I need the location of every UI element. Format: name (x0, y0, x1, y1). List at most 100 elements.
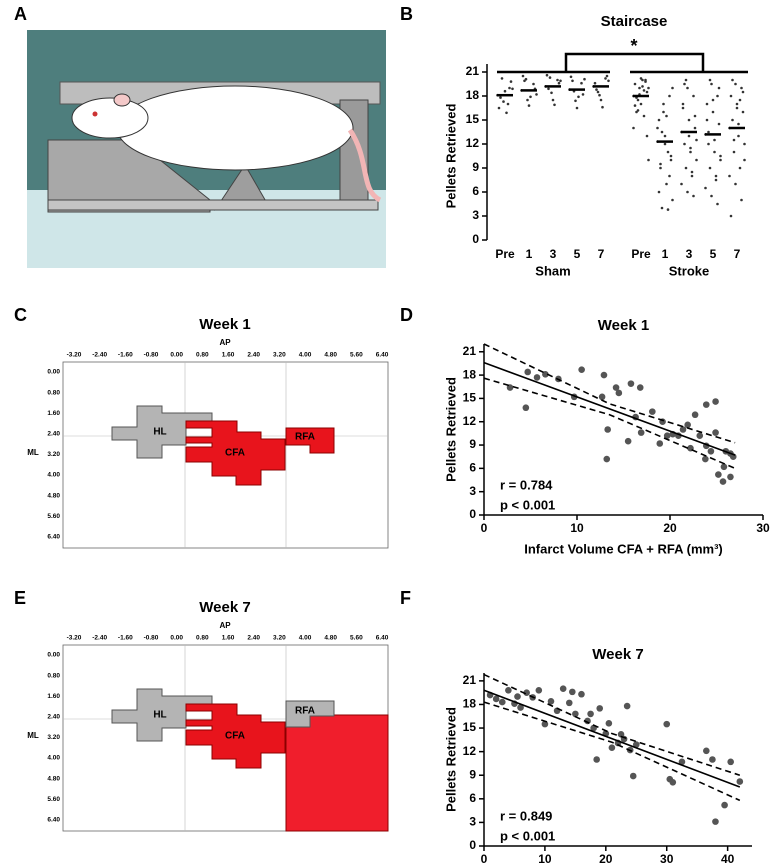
label: 9 (469, 437, 476, 451)
illustration (27, 30, 386, 268)
point (743, 158, 746, 162)
point (731, 118, 734, 122)
point (668, 174, 671, 178)
label: 6.40 (376, 635, 389, 642)
label: 6 (469, 461, 476, 475)
point (737, 134, 740, 138)
point (707, 130, 710, 134)
point (593, 756, 600, 763)
point (517, 704, 524, 711)
point (636, 98, 640, 102)
point (605, 74, 609, 78)
rat-ear (113, 93, 131, 107)
label: 0.80 (47, 672, 60, 679)
label: 2.40 (47, 714, 60, 721)
label: -1.60 (118, 635, 133, 642)
point (705, 102, 709, 106)
point (583, 77, 586, 81)
point (551, 98, 555, 102)
fit-line (483, 689, 741, 788)
label: RFA (295, 706, 315, 717)
label: 21 (463, 673, 477, 687)
point (690, 174, 694, 178)
label: Sham (535, 263, 570, 278)
point (599, 98, 603, 102)
point (545, 73, 549, 77)
point (647, 86, 650, 90)
point (577, 95, 580, 99)
point (735, 106, 739, 110)
point (708, 166, 712, 170)
point (596, 90, 600, 94)
label: 5 (710, 247, 717, 261)
significance-bracket (497, 52, 748, 74)
point (663, 142, 667, 146)
label: 18 (466, 88, 480, 102)
rat-head (71, 97, 149, 139)
point (532, 82, 535, 86)
label: 6 (469, 791, 476, 805)
point (638, 86, 641, 90)
point (695, 158, 698, 162)
point (569, 688, 576, 696)
point (593, 81, 597, 85)
label: Week 1 (598, 317, 649, 334)
label: 4.00 (47, 755, 60, 762)
label: 1 (662, 247, 669, 261)
point (535, 687, 543, 694)
label: Pre (495, 247, 515, 261)
point (681, 102, 685, 106)
point (629, 772, 637, 780)
point (557, 81, 561, 85)
label: D (400, 305, 413, 325)
point (717, 86, 721, 90)
point (569, 75, 573, 79)
region-cfa (185, 703, 286, 769)
label: 4.80 (324, 352, 337, 359)
label: 4.00 (47, 472, 60, 479)
label: Infarct Volume CFA + RFA (mm³) (524, 541, 723, 556)
point (521, 74, 525, 78)
label: p < 0.001 (500, 828, 555, 843)
label: RFA (295, 432, 315, 443)
point (663, 720, 671, 728)
point (712, 398, 719, 405)
label: 3.20 (273, 635, 286, 642)
label: 3.20 (273, 352, 286, 359)
label: 0.00 (170, 352, 183, 359)
label: 1.60 (222, 352, 235, 359)
point (714, 178, 718, 182)
point (711, 98, 715, 102)
label: 3 (469, 815, 476, 829)
point (679, 426, 687, 433)
label: Pellets Retrieved (443, 377, 458, 482)
label: 3 (686, 247, 693, 261)
point (684, 421, 691, 429)
label: -2.40 (92, 635, 107, 642)
point (684, 166, 688, 170)
label: ML (27, 448, 39, 457)
label: 0 (469, 507, 476, 521)
point (498, 698, 506, 706)
point (587, 710, 594, 718)
label: 3.20 (47, 734, 60, 741)
point (720, 463, 728, 471)
label: 3.20 (47, 451, 60, 458)
label: 0.80 (196, 635, 209, 642)
point (542, 371, 549, 378)
point (596, 705, 604, 712)
rat-eye (92, 111, 98, 117)
point (492, 695, 500, 703)
point (671, 86, 674, 90)
label: 7 (734, 247, 741, 261)
point (704, 186, 707, 190)
point (736, 778, 744, 785)
point (708, 78, 712, 82)
label: 15 (463, 720, 477, 734)
point (502, 100, 505, 103)
rat-tail (347, 128, 382, 203)
label: 1.60 (222, 635, 235, 642)
point (559, 685, 567, 693)
label: 1 (526, 247, 533, 261)
point (657, 190, 661, 194)
